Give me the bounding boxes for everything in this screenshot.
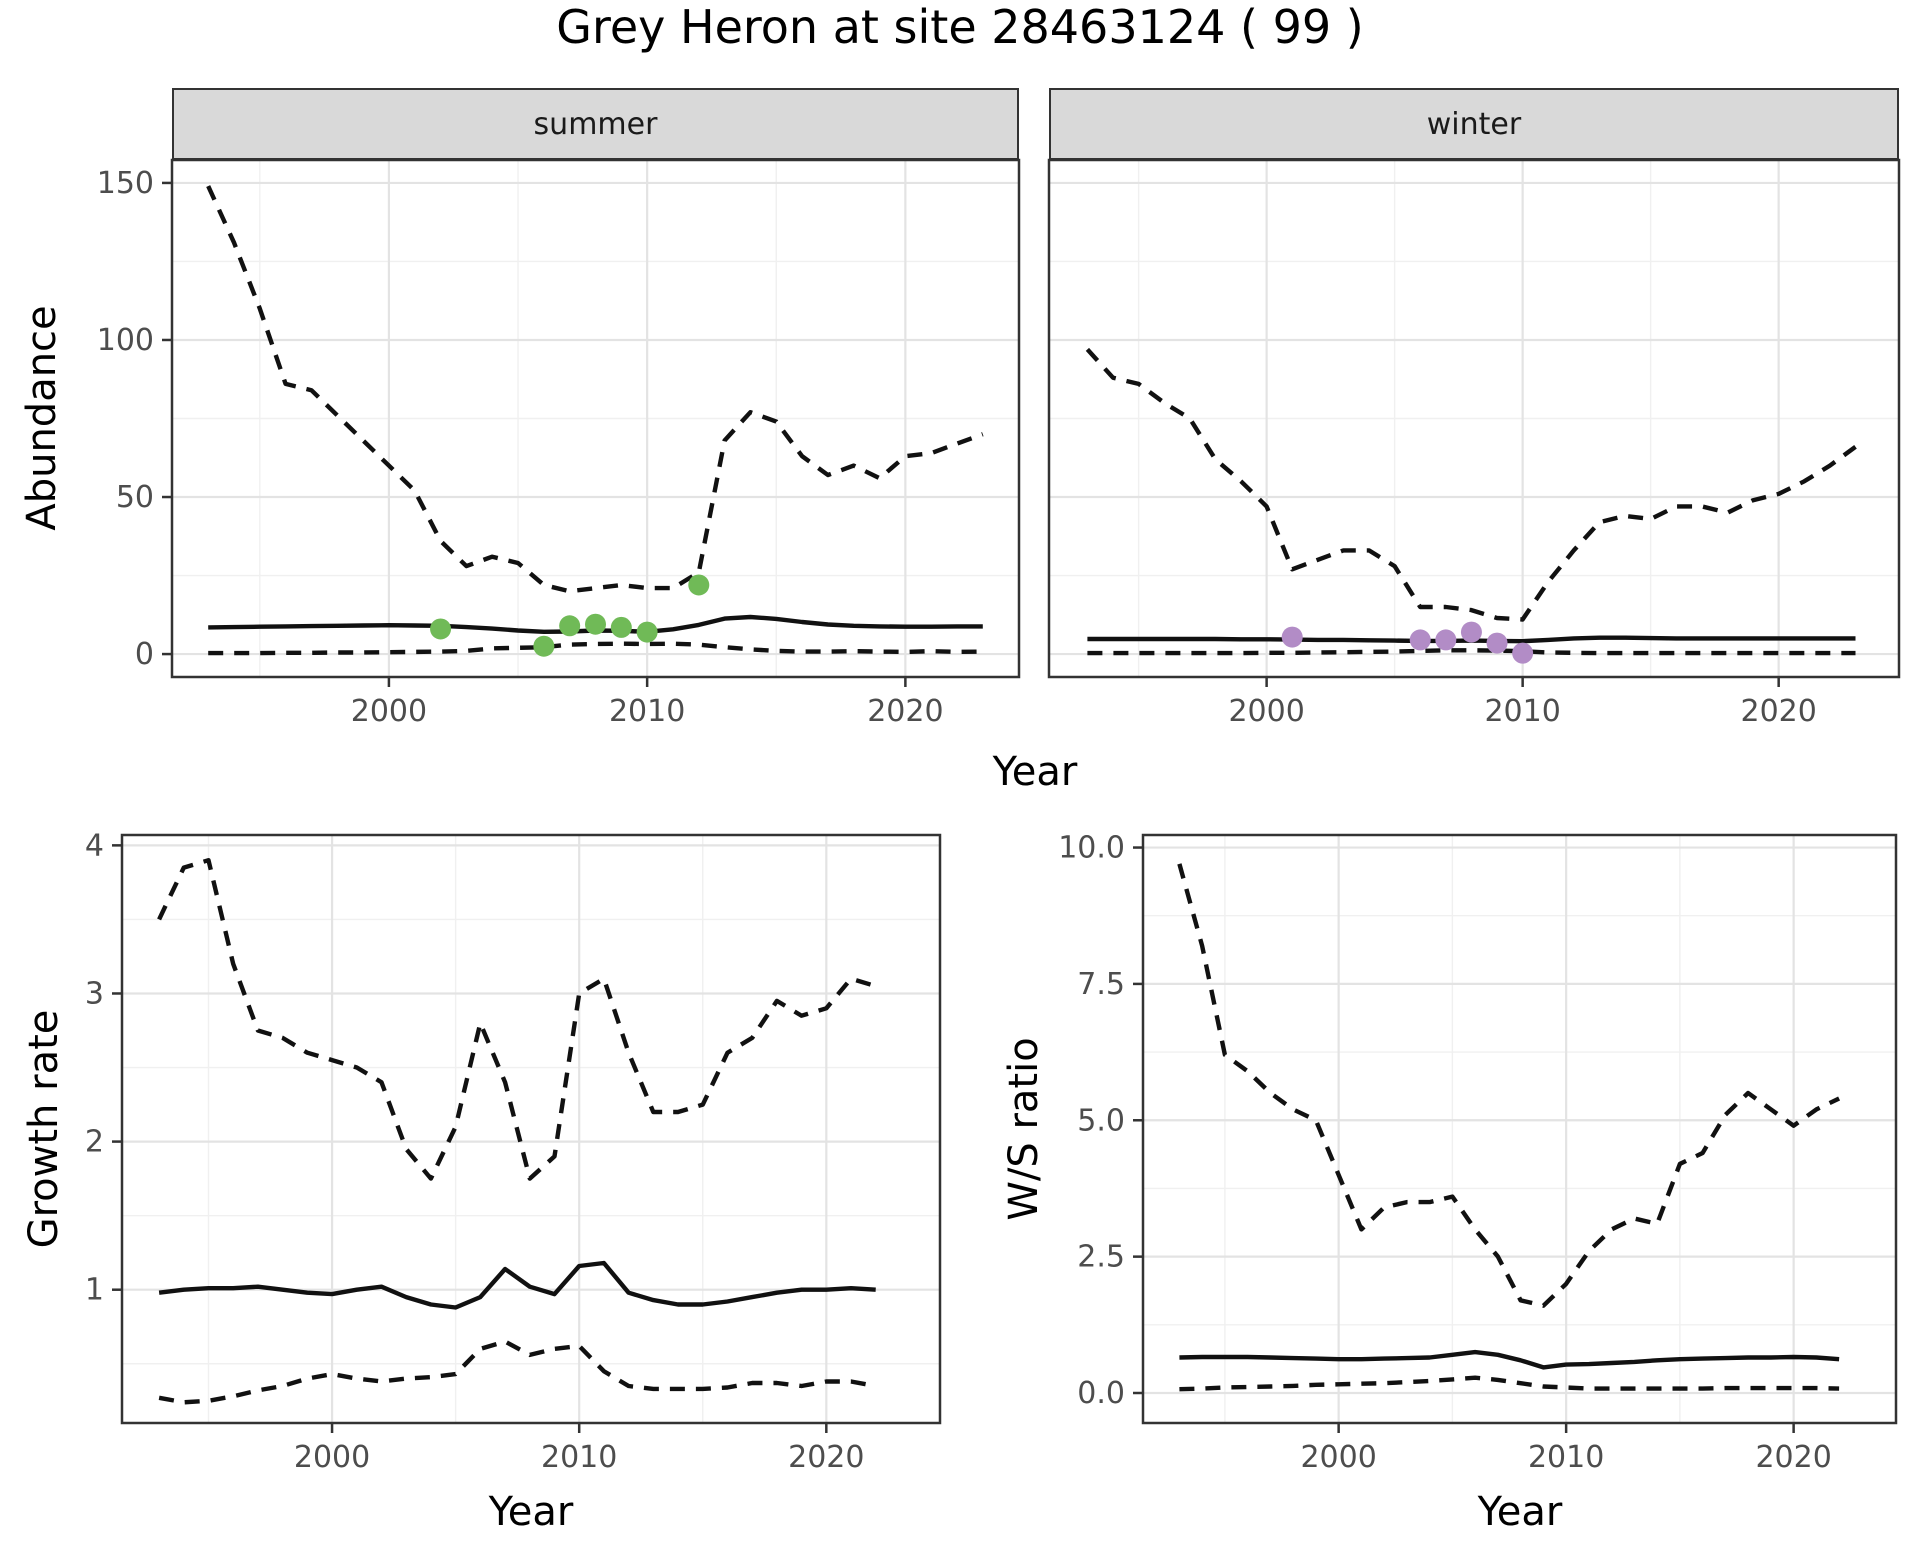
facet-strip-winter-label: winter: [1426, 106, 1522, 142]
x-tick-label: 2000: [351, 694, 427, 729]
x-tick-label: 2010: [541, 1440, 617, 1475]
data-point-observed-counts-summer: [533, 635, 555, 657]
series-lower-ci: [1179, 1375, 1840, 1392]
x-tick-label: 2000: [294, 1440, 370, 1475]
y-axis-label-growth-rate: Growth rate: [21, 1009, 67, 1249]
y-tick-label: 150: [97, 166, 154, 201]
y-tick-label: 2.5: [1077, 1240, 1125, 1275]
y-tick-label: 3: [85, 976, 104, 1011]
x-tick-label: 2000: [1228, 694, 1304, 729]
y-tick-label: 0.0: [1077, 1376, 1125, 1411]
data-point-observed-counts-summer: [559, 615, 581, 637]
x-axis-label-year-growth: Year: [488, 1489, 574, 1535]
y-tick-label: 100: [97, 323, 154, 358]
x-tick-label: 2010: [1528, 1440, 1604, 1475]
x-tick-label: 2020: [1755, 1440, 1831, 1475]
data-point-observed-counts-winter: [1512, 642, 1534, 664]
facet-strip-winter: winter: [1049, 88, 1899, 160]
series-upper-ci: [1177, 863, 1841, 1308]
panel-abundance-summer: 2000 2010 2020 0 50 100 150: [97, 158, 1021, 729]
y-tick-label: 2: [85, 1125, 104, 1160]
y-axis-label-abundance: Abundance: [19, 305, 65, 531]
data-point-observed-counts-winter: [1281, 626, 1303, 648]
y-tick-label: 7.5: [1077, 967, 1125, 1002]
facet-strip-summer-label: summer: [533, 106, 658, 142]
x-tick-label: 2020: [867, 694, 943, 729]
x-tick-label: 2000: [1300, 1440, 1376, 1475]
y-tick-label: 50: [116, 480, 154, 515]
x-axis-label-year-ws: Year: [1477, 1489, 1563, 1535]
data-point-observed-counts-winter: [1460, 621, 1482, 643]
x-tick-label: 2020: [788, 1440, 864, 1475]
data-point-observed-counts-summer: [636, 621, 658, 643]
y-tick-label: 4: [85, 828, 104, 863]
data-point-observed-counts-winter: [1486, 632, 1508, 654]
y-axis-label-ws-ratio: W/S ratio: [1001, 1037, 1047, 1221]
panel-winter-summer-ratio: 2000 2010 2020 0.0 2.5 5.0 7.5 10.0: [1058, 831, 1898, 1475]
data-point-observed-counts-winter: [1409, 629, 1431, 651]
data-point-observed-counts-summer: [430, 618, 452, 640]
panel-growth-rate: 2000 2010 2020 1 2 3 4: [85, 828, 942, 1475]
y-tick-label: 0: [135, 637, 154, 672]
plot-title: Grey Heron at site 28463124 ( 99 ): [556, 0, 1364, 54]
series-lower-ci: [158, 1339, 877, 1405]
series-upper-ci: [1085, 347, 1857, 622]
data-point-observed-counts-summer: [688, 574, 710, 596]
x-tick-label: 2010: [1484, 694, 1560, 729]
y-tick-label: 1: [85, 1273, 104, 1308]
series-upper-ci: [157, 858, 877, 1181]
series-upper-ci: [206, 185, 984, 594]
facet-strip-summer: summer: [172, 88, 1019, 160]
x-axis-label-year-top: Year: [992, 749, 1078, 795]
x-tick-label: 2020: [1740, 694, 1816, 729]
data-point-observed-counts-summer: [585, 613, 606, 635]
y-tick-label: 10.0: [1058, 831, 1125, 866]
series-median: [158, 1260, 876, 1310]
data-point-observed-counts-winter: [1435, 629, 1457, 651]
y-tick-label: 5.0: [1077, 1103, 1125, 1138]
panel-abundance-winter: 2000 2010 2020: [1047, 158, 1901, 729]
x-tick-label: 2010: [609, 694, 685, 729]
data-point-observed-counts-summer: [610, 616, 632, 638]
series-median: [1179, 1349, 1840, 1370]
